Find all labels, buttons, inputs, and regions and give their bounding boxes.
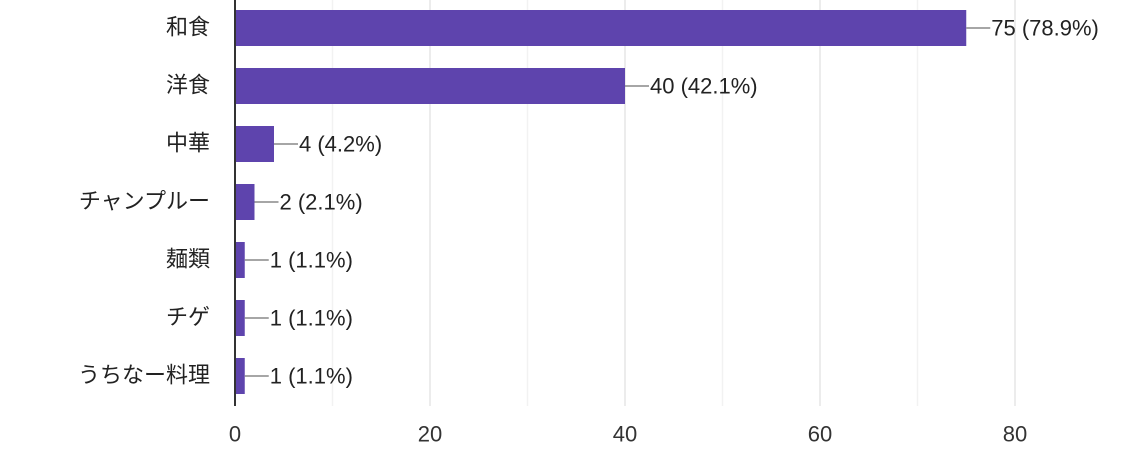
x-tick-label: 60 bbox=[808, 422, 832, 447]
category-label: 洋食 bbox=[166, 74, 210, 99]
value-label: 1 (1.1%) bbox=[270, 306, 353, 331]
x-tick-label: 20 bbox=[418, 422, 442, 447]
category-label: 中華 bbox=[166, 132, 210, 157]
bar[interactable] bbox=[235, 68, 625, 104]
grid-lines bbox=[331, 0, 1016, 406]
bar[interactable] bbox=[235, 184, 255, 220]
category-label: 麺類 bbox=[166, 248, 210, 273]
category-label: チゲ bbox=[166, 306, 210, 331]
value-labels: 75 (78.9%) 40 (42.1%) 4 (4.2%) 2 (2.1%) 1 (1… bbox=[270, 16, 1099, 389]
bar[interactable] bbox=[235, 10, 967, 46]
category-label: うちなー料理 bbox=[78, 364, 210, 389]
x-tick-label: 0 bbox=[229, 422, 241, 447]
value-label: 1 (1.1%) bbox=[270, 364, 353, 389]
x-tick-label: 80 bbox=[1003, 422, 1027, 447]
value-label: 75 (78.9%) bbox=[991, 16, 1099, 41]
x-tick-labels: 0 20 40 60 80 bbox=[229, 422, 1027, 447]
bar[interactable] bbox=[235, 300, 245, 336]
leader-lines bbox=[244, 27, 991, 377]
category-label: 和食 bbox=[166, 16, 210, 41]
category-label: チャンプルー bbox=[79, 190, 210, 215]
value-label: 40 (42.1%) bbox=[650, 74, 758, 99]
x-tick-label: 40 bbox=[613, 422, 637, 447]
bar[interactable] bbox=[235, 242, 245, 278]
bar[interactable] bbox=[235, 358, 245, 394]
value-label: 1 (1.1%) bbox=[270, 248, 353, 273]
value-label: 4 (4.2%) bbox=[299, 132, 382, 157]
value-label: 2 (2.1%) bbox=[280, 190, 363, 215]
bar[interactable] bbox=[235, 126, 274, 162]
bars bbox=[235, 10, 967, 394]
